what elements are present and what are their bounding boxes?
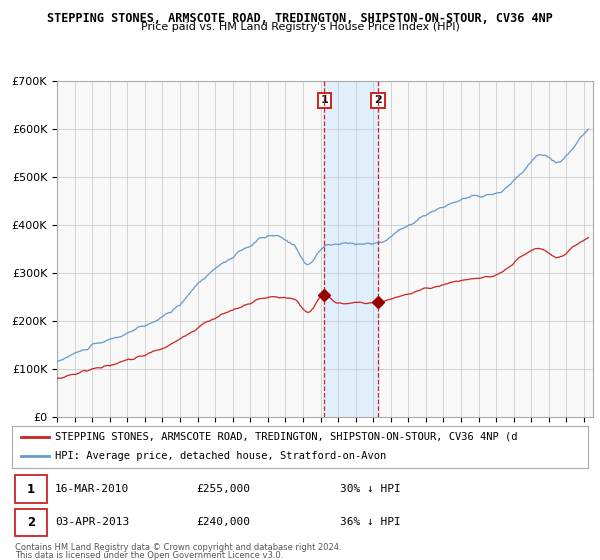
Text: 03-APR-2013: 03-APR-2013 [55,517,130,527]
FancyBboxPatch shape [15,475,47,503]
Text: 2: 2 [26,516,35,529]
Text: 2: 2 [374,95,382,105]
Text: 30% ↓ HPI: 30% ↓ HPI [340,484,401,494]
Text: HPI: Average price, detached house, Stratford-on-Avon: HPI: Average price, detached house, Stra… [55,451,386,461]
Text: 1: 1 [26,483,35,496]
Text: This data is licensed under the Open Government Licence v3.0.: This data is licensed under the Open Gov… [15,551,283,560]
Text: 16-MAR-2010: 16-MAR-2010 [55,484,130,494]
Bar [324,81,378,417]
Text: Price paid vs. HM Land Registry's House Price Index (HPI): Price paid vs. HM Land Registry's House … [140,22,460,32]
Text: 36% ↓ HPI: 36% ↓ HPI [340,517,401,527]
FancyBboxPatch shape [15,509,47,536]
Text: £240,000: £240,000 [196,517,250,527]
Text: Contains HM Land Registry data © Crown copyright and database right 2024.: Contains HM Land Registry data © Crown c… [15,543,341,552]
Text: STEPPING STONES, ARMSCOTE ROAD, TREDINGTON, SHIPSTON-ON-STOUR, CV36 4NP (d: STEPPING STONES, ARMSCOTE ROAD, TREDINGT… [55,432,518,442]
Text: 1: 1 [320,95,328,105]
Text: £255,000: £255,000 [196,484,250,494]
Text: STEPPING STONES, ARMSCOTE ROAD, TREDINGTON, SHIPSTON-ON-STOUR, CV36 4NP: STEPPING STONES, ARMSCOTE ROAD, TREDINGT… [47,12,553,25]
